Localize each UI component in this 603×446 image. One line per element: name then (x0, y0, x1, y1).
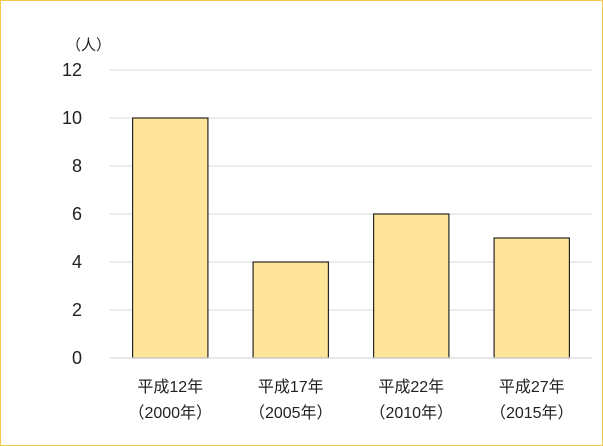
y-tick-label: 8 (72, 156, 82, 176)
x-tick-label: 平成27年 (499, 378, 565, 396)
x-tick-label: （2015年） (490, 404, 574, 422)
bar (252, 261, 330, 359)
y-tick-label: 2 (72, 300, 82, 320)
x-tick-label: 平成12年 (137, 378, 203, 396)
x-tick-label: （2005年） (249, 404, 333, 422)
x-axis-ticks: 平成12年 （2000年） 平成17年 （2005年） 平成22年 （2010年） 平成27… (128, 378, 573, 422)
bar (131, 117, 209, 359)
y-unit-label: （人） (66, 37, 111, 54)
y-tick-label: 0 (72, 348, 82, 368)
y-axis-ticks: 0 2 4 6 8 10 12 (62, 60, 82, 368)
x-tick-label: （2000年） (128, 404, 212, 422)
x-tick-label: 平成17年 (258, 378, 324, 396)
bar (372, 213, 450, 359)
y-tick-label: 4 (72, 252, 82, 272)
y-tick-label: 10 (62, 108, 82, 128)
bars (131, 117, 571, 359)
y-tick-label: 6 (72, 204, 82, 224)
x-tick-label: 平成22年 (378, 378, 444, 396)
y-tick-label: 12 (62, 60, 82, 80)
x-tick-label: （2010年） (369, 404, 453, 422)
bar (493, 237, 571, 359)
